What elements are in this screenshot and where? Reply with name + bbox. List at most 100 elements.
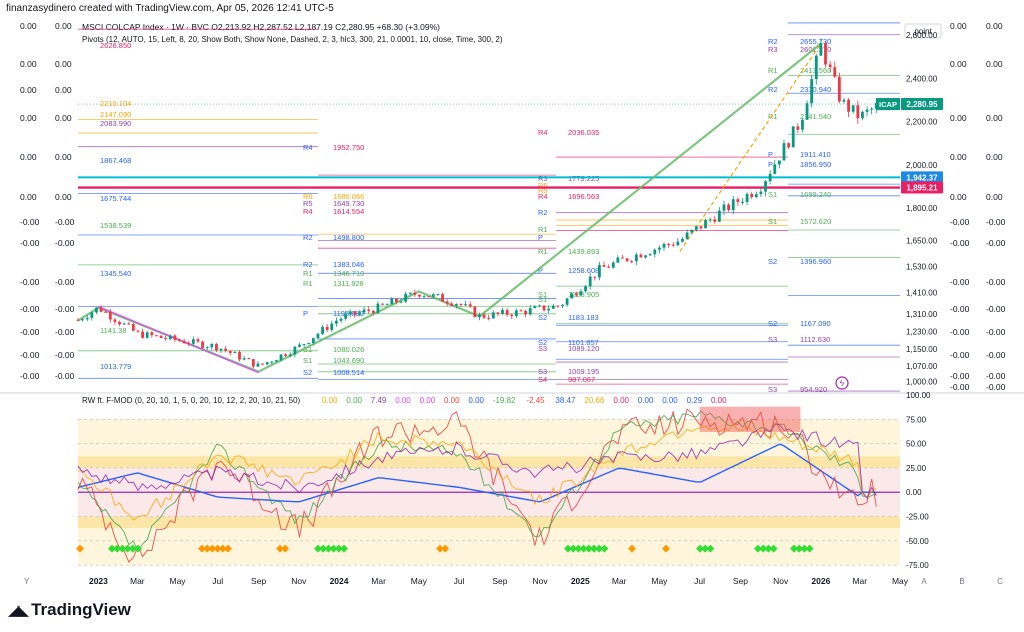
signal-diamond xyxy=(595,544,604,553)
scale-label-box xyxy=(904,23,942,39)
pivot-label: S3 xyxy=(768,335,777,344)
pivot-label: 1439.893 xyxy=(568,247,599,256)
indicator-value: 0.00 xyxy=(638,396,654,405)
pivot-label: S3 xyxy=(768,385,777,394)
candle-body xyxy=(325,326,329,330)
candle-body xyxy=(551,305,555,309)
right-value-a: -0.00 xyxy=(950,217,970,227)
candle-body xyxy=(759,191,763,195)
candle-body xyxy=(187,343,191,345)
osc-line xyxy=(77,443,877,503)
left-value-b: -0.00 xyxy=(55,277,75,287)
right-value-b: 0.00 xyxy=(986,192,1003,202)
left-value-a: -0.00 xyxy=(20,217,40,227)
pivot-label: R5 xyxy=(538,186,548,195)
candle-body xyxy=(127,323,131,325)
pivot-label: S2 xyxy=(768,257,777,266)
indicator-value: 38.47 xyxy=(555,396,576,405)
candle-body xyxy=(736,199,740,203)
candle-body xyxy=(819,43,823,56)
pivot-label: 2141.540 xyxy=(800,112,831,121)
level-badge-blue-bg xyxy=(901,171,943,184)
pivot-label: 1675.744 xyxy=(100,194,131,203)
price-tick: 2,600.00 xyxy=(906,31,938,40)
right-value-a: 0.00 xyxy=(950,21,967,31)
candle-body xyxy=(570,293,574,299)
pivot-label: R4 xyxy=(538,192,548,201)
pivot-label: R2 xyxy=(538,208,548,217)
left-value-a: 0.00 xyxy=(20,192,37,202)
right-value-a: -0.00 xyxy=(950,277,970,287)
candle-body xyxy=(704,220,707,229)
pivot-label: P xyxy=(768,150,773,159)
signal-diamond xyxy=(436,544,444,553)
candle-body xyxy=(418,294,421,297)
candle-body xyxy=(191,339,195,344)
pivot-label: R1 xyxy=(303,269,313,278)
candle-body xyxy=(399,301,403,303)
pivot-label: 1089.120 xyxy=(568,344,599,353)
price-tick: 1,150.00 xyxy=(906,345,938,354)
price-tick: 1,230.00 xyxy=(906,328,938,337)
time-tick: 2026 xyxy=(811,576,830,586)
pivot-label: 1383.046 xyxy=(333,260,364,269)
candle-body xyxy=(750,193,754,198)
pivot-label: 1183.183 xyxy=(568,313,599,322)
candle-body xyxy=(676,241,680,246)
candle-body xyxy=(519,310,523,312)
candle-body xyxy=(251,359,255,367)
left-value-a: 0.00 xyxy=(20,113,37,123)
signal-diamond xyxy=(701,544,710,553)
signal-diamond xyxy=(759,544,768,553)
right-value-a: -0.00 xyxy=(950,238,970,248)
icap-tag-bg xyxy=(876,98,900,111)
right-value-a: 0.00 xyxy=(950,59,967,69)
candle-body xyxy=(810,79,814,104)
candle-body xyxy=(445,301,449,304)
pivot-label: 1614.554 xyxy=(333,207,364,216)
signal-diamond xyxy=(281,544,290,553)
time-tick: 2023 xyxy=(89,576,108,586)
candle-body xyxy=(611,262,615,268)
osc-tick: 0.00 xyxy=(906,488,922,497)
candle-body xyxy=(491,312,495,319)
candle-body xyxy=(473,306,477,317)
price-tick: 2,400.00 xyxy=(906,74,938,83)
candle-body xyxy=(487,317,491,319)
candle-body xyxy=(814,55,818,80)
signal-diamond xyxy=(769,544,778,553)
time-tick: Nov xyxy=(773,576,789,586)
candle-body xyxy=(145,332,149,338)
candle-body xyxy=(694,226,698,230)
candle-body xyxy=(657,247,661,250)
pivot-label: R2 xyxy=(768,85,778,94)
candle-body xyxy=(842,99,846,102)
candle-body xyxy=(339,318,343,321)
candle-body xyxy=(621,257,624,259)
right-value-a: -0.00 xyxy=(950,304,970,314)
price-tick: 1,650.00 xyxy=(906,237,938,246)
candle-body xyxy=(265,362,269,365)
tradingview-brand[interactable]: ◢◣ TradingView xyxy=(8,600,131,620)
right-value-b: -0.00 xyxy=(986,327,1006,337)
pivot-label: S2 xyxy=(303,368,312,377)
pivot-label: 1195.880 xyxy=(333,309,364,318)
candle-body xyxy=(644,255,647,258)
signal-diamond xyxy=(795,544,804,553)
osc-tick: 25.00 xyxy=(906,464,927,473)
indicator-value: -19.82 xyxy=(493,396,516,405)
pivot-label: R3 xyxy=(768,45,778,54)
candle-body xyxy=(870,108,874,110)
candle-body xyxy=(113,319,117,322)
level-badge-red: 1,895.21 xyxy=(906,184,938,193)
candle-body xyxy=(76,319,80,321)
candle-body xyxy=(607,266,611,268)
candle-body xyxy=(708,219,712,221)
time-tick: Sep xyxy=(251,576,266,586)
left-value-a: 0.00 xyxy=(20,59,37,69)
time-tick: Nov xyxy=(533,576,549,586)
candle-body xyxy=(85,317,89,320)
zigzag-line xyxy=(77,42,822,373)
signal-diamond xyxy=(76,544,84,553)
